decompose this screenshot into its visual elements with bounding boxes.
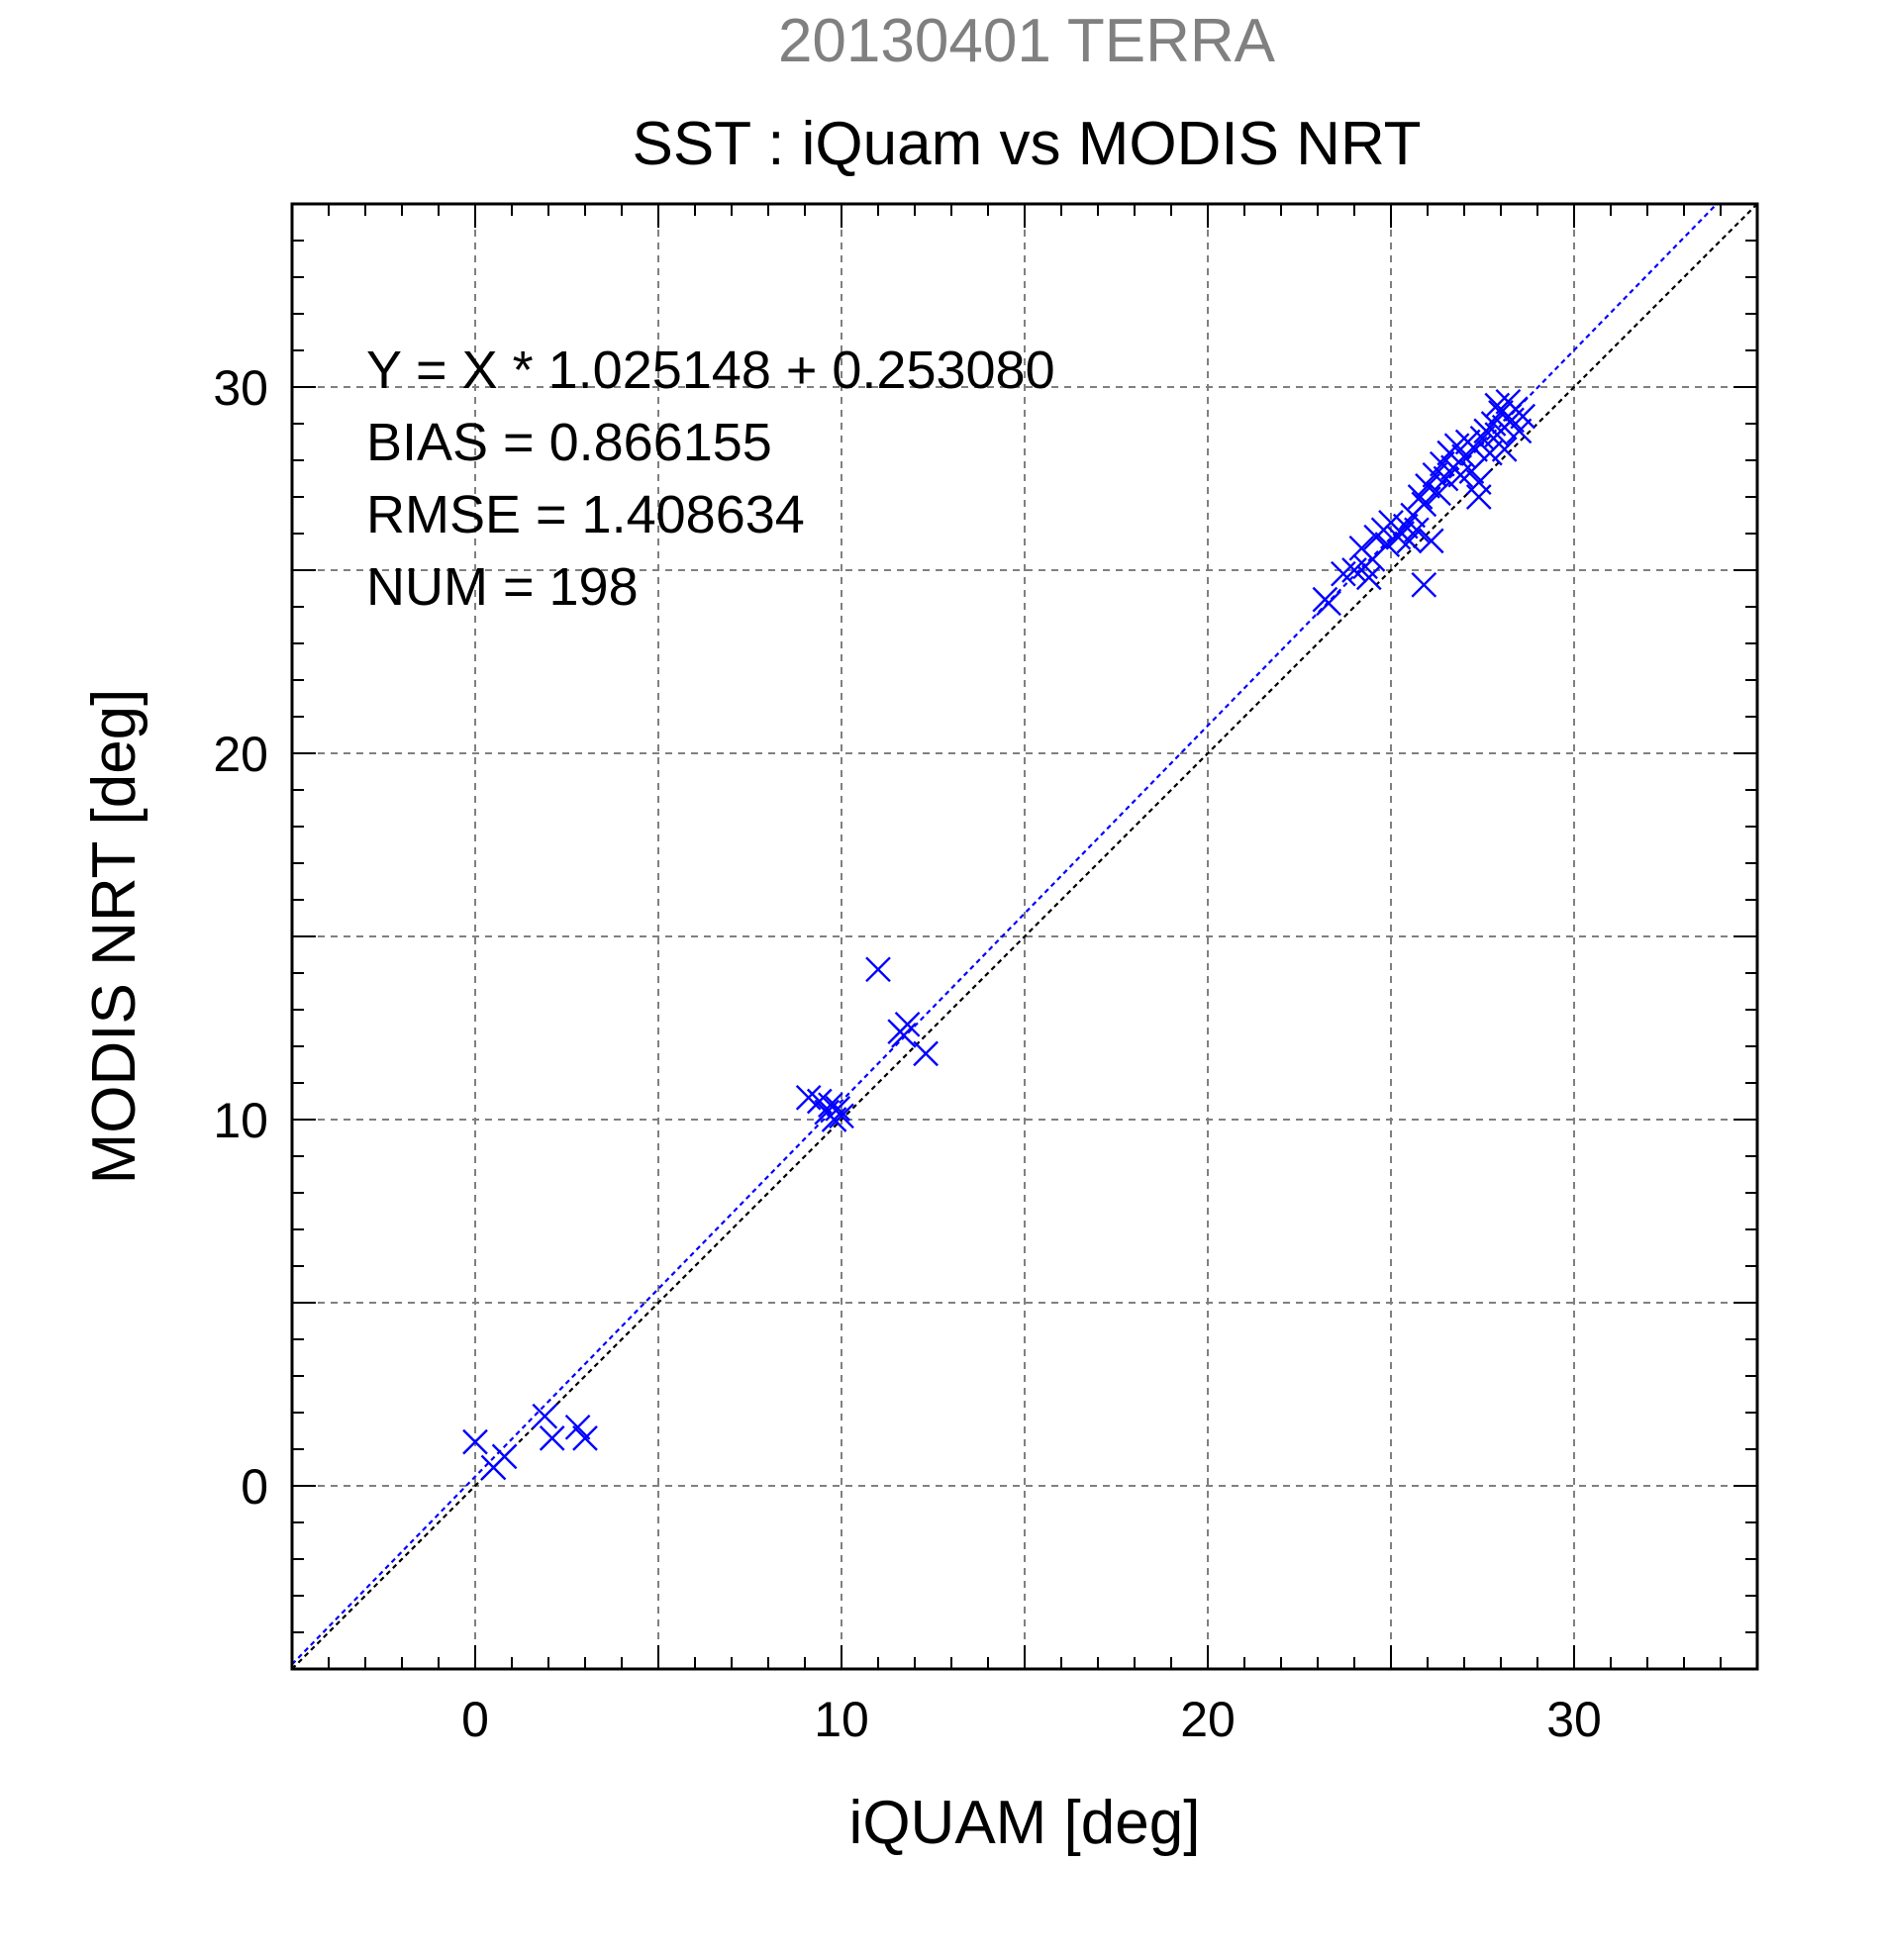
- data-point: [1411, 571, 1437, 598]
- chart-title: SST : iQuam vs MODIS NRT: [633, 110, 1422, 178]
- axis-ticks: [291, 203, 1758, 1670]
- data-point: [1426, 480, 1451, 507]
- data-point: [1407, 484, 1434, 510]
- data-points: [462, 388, 1536, 1481]
- data-point: [825, 1096, 851, 1122]
- x-tick-label: 30: [1546, 1692, 1602, 1747]
- data-point: [1316, 590, 1341, 617]
- data-point: [1465, 484, 1492, 510]
- data-point: [1462, 437, 1488, 462]
- data-point: [1415, 473, 1440, 499]
- data-point: [1506, 418, 1533, 444]
- data-point: [1433, 465, 1459, 492]
- stat-num: NUM = 198: [366, 557, 639, 617]
- data-point: [1418, 528, 1444, 554]
- x-axis-label: iQUAM [deg]: [849, 1789, 1201, 1857]
- data-point: [1469, 425, 1496, 451]
- data-point: [532, 1403, 558, 1429]
- plot-frame: [290, 202, 1759, 1671]
- tick-labels: 0 10 20 30 0 10 20 30: [213, 360, 1601, 1747]
- stat-regression-equation: Y = X * 1.025148 + 0.253080: [366, 341, 1055, 400]
- reference-lines: [291, 203, 1758, 1670]
- data-point: [818, 1092, 843, 1119]
- regression-line: [291, 203, 1718, 1666]
- data-point: [1404, 517, 1430, 543]
- data-point: [1510, 403, 1536, 430]
- data-point: [1491, 437, 1518, 462]
- x-tick-label: 20: [1180, 1692, 1236, 1747]
- data-point: [891, 1023, 917, 1048]
- data-point: [1477, 440, 1503, 466]
- data-point: [491, 1443, 518, 1470]
- data-point: [462, 1428, 488, 1455]
- data-point: [572, 1425, 598, 1451]
- data-point: [1484, 392, 1511, 419]
- data-point: [1396, 528, 1423, 554]
- y-tick-label: 20: [213, 727, 268, 782]
- identity-line: [291, 203, 1758, 1670]
- y-tick-label: 0: [241, 1459, 268, 1515]
- data-point: [913, 1040, 939, 1067]
- data-point: [1411, 491, 1437, 518]
- y-axis-label: MODIS NRT [deg]: [80, 689, 148, 1185]
- date-title: 20130401 TERRA: [778, 7, 1276, 75]
- stat-bias: BIAS = 0.866155: [366, 413, 772, 472]
- data-point: [1465, 469, 1492, 496]
- y-tick-label: 10: [213, 1093, 268, 1148]
- data-point: [865, 956, 891, 983]
- y-tick-label: 30: [213, 360, 268, 416]
- x-tick-label: 0: [461, 1692, 489, 1747]
- x-tick-label: 10: [814, 1692, 869, 1747]
- stat-rmse: RMSE = 1.408634: [366, 485, 805, 544]
- data-point: [564, 1414, 591, 1440]
- data-point: [539, 1425, 565, 1451]
